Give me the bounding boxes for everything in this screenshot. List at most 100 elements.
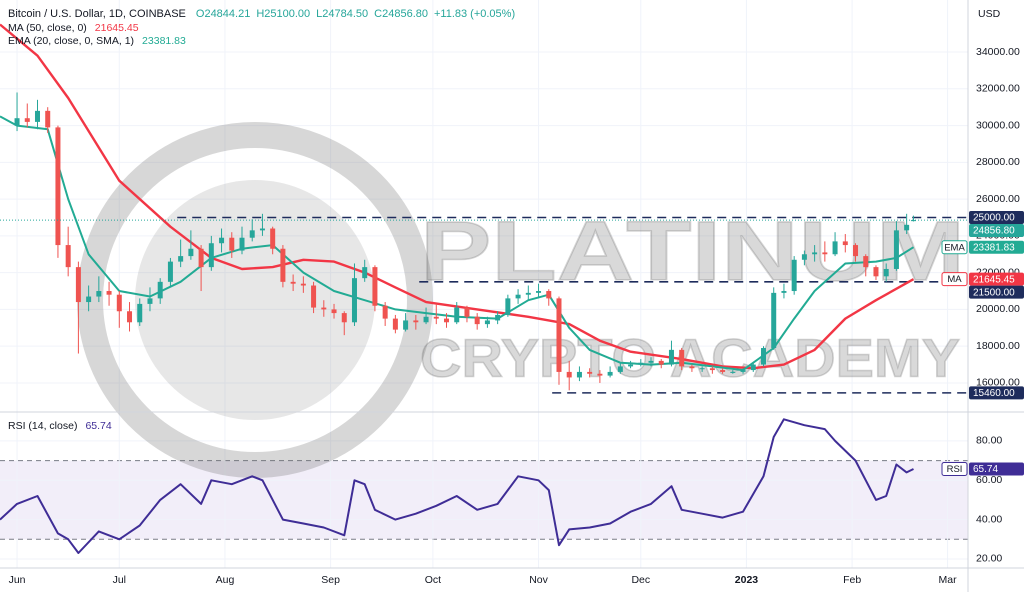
quote-label: +11.83 (+0.05%) <box>434 8 515 20</box>
price-label-box <box>969 462 1024 476</box>
legend-value: 23381.83 <box>142 35 186 47</box>
quote-label: L24784.50 <box>316 8 368 20</box>
tag-box <box>941 240 968 255</box>
candle-body <box>188 248 194 257</box>
price-label: 21500.00 <box>973 287 1015 298</box>
candle-body <box>403 320 409 330</box>
y-tick-label: 30000.00 <box>976 119 1020 131</box>
rsi-band <box>0 460 968 540</box>
candle-body <box>791 259 797 292</box>
candle-body <box>34 110 40 122</box>
y-tick-label: 60.00 <box>976 474 1002 486</box>
candle-body <box>96 291 102 297</box>
tag-label: MA <box>947 274 962 285</box>
candle-body <box>362 267 368 279</box>
candle-body <box>45 110 51 128</box>
candle-body <box>536 291 542 293</box>
candle-body <box>853 245 859 257</box>
price-label-box <box>969 210 1024 224</box>
candle-body <box>628 364 634 367</box>
candle-body <box>546 291 552 299</box>
candle-body <box>474 316 480 325</box>
candle-body <box>566 371 572 378</box>
candle-body <box>86 296 92 303</box>
candle-body <box>55 127 61 246</box>
rsi-line <box>0 418 914 554</box>
price-label: 23381.83 <box>973 242 1015 253</box>
candle-body <box>525 292 531 295</box>
candle-body <box>178 256 184 262</box>
price-label: 25000.00 <box>973 213 1015 224</box>
candle-body <box>689 366 695 369</box>
candle-body <box>822 252 828 255</box>
x-tick-label: Jul <box>113 574 126 586</box>
candle-body <box>14 118 20 126</box>
candle-body <box>392 318 398 330</box>
candle-body <box>648 360 654 363</box>
candle-body <box>781 291 787 293</box>
candle-body <box>290 281 296 284</box>
legend-name: EMA (20, close, 0, SMA, 1) <box>8 35 134 47</box>
labels: 16000.0018000.0020000.0022000.0024000.00… <box>8 8 1024 586</box>
legend-name: MA (50, close, 0) <box>8 22 87 34</box>
tag-label: EMA <box>944 242 965 253</box>
candle-body <box>873 267 879 277</box>
candle-body <box>300 283 306 286</box>
x-tick-label: Nov <box>529 574 548 586</box>
candle-body <box>679 349 685 367</box>
quote-label: O24844.21 <box>196 8 250 20</box>
candle-body <box>576 371 582 378</box>
candle-body <box>65 245 71 268</box>
watermark-text: CRYPTO ACADEMY <box>420 328 960 388</box>
x-tick-label: 2023 <box>735 574 759 586</box>
price-label: 24856.80 <box>973 226 1015 237</box>
candle-body <box>464 307 470 317</box>
candle-body <box>883 268 889 277</box>
candle-body <box>587 371 593 374</box>
chart-title: Bitcoin / U.S. Dollar, 1D, COINBASE <box>8 8 186 20</box>
plot-area <box>0 23 968 554</box>
candle-body <box>413 320 419 323</box>
candle-body <box>893 230 899 269</box>
y-tick-label: 32000.00 <box>976 83 1020 95</box>
x-tick-label: Feb <box>843 574 861 586</box>
candle-body <box>157 281 163 299</box>
candle-body <box>147 298 153 304</box>
candle-body <box>760 348 766 365</box>
candle-body <box>382 305 388 319</box>
candle-body <box>812 252 818 255</box>
candle-body <box>617 366 623 372</box>
candle-body <box>720 370 726 372</box>
quote-label: H25100.00 <box>256 8 310 20</box>
candle-body <box>750 364 756 371</box>
legend-name: RSI (14, close) <box>8 420 77 432</box>
price-label: 21645.45 <box>973 274 1015 285</box>
candle-body <box>372 267 378 306</box>
candle-body <box>699 368 705 370</box>
candle-body <box>658 360 664 365</box>
x-tick-label: Aug <box>216 574 235 586</box>
candle-body <box>208 243 214 268</box>
candle-body <box>730 371 736 373</box>
x-tick-label: Oct <box>425 574 441 586</box>
candle-body <box>198 248 204 268</box>
y-tick-label: 16000.00 <box>976 377 1020 389</box>
legend-value: 65.74 <box>85 420 111 432</box>
y-tick-label: 34000.00 <box>976 46 1020 58</box>
candle-body <box>116 294 122 312</box>
candle-body <box>495 314 501 321</box>
candle-body <box>259 228 265 231</box>
candle-body <box>249 230 255 238</box>
quote-label: C24856.80 <box>374 8 428 20</box>
candle-body <box>607 371 613 376</box>
candle-body <box>331 309 337 314</box>
candle-body <box>219 237 225 244</box>
candle-body <box>597 373 603 376</box>
y-tick-label: 20000.00 <box>976 303 1020 315</box>
y-tick-label: 80.00 <box>976 435 1002 447</box>
y-tick-label: 40.00 <box>976 513 1002 525</box>
candle-body <box>75 267 81 303</box>
candle-body <box>433 316 439 319</box>
